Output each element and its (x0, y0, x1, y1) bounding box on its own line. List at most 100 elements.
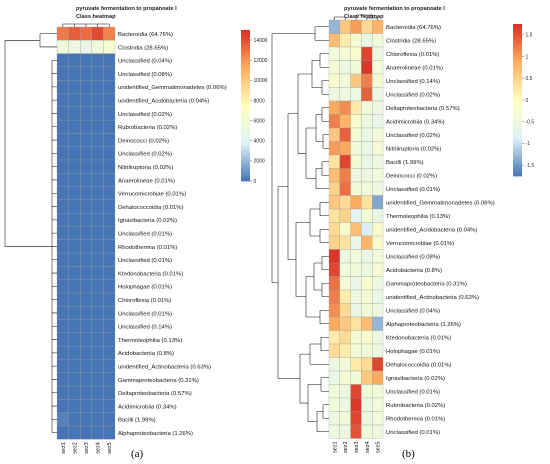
heatmap-panel-b: pyruvate fermentation to propanoate I Cl… (271, 6, 534, 453)
heatmap-cell (91, 412, 104, 427)
scale-tick-label: 0 (254, 179, 257, 185)
heatmap-cell (372, 411, 384, 426)
scale-strip (513, 97, 522, 101)
scale-strip (513, 26, 522, 30)
scale-strip (513, 44, 522, 48)
dendrogram-branch (314, 26, 329, 41)
dendrogram-branch (334, 14, 378, 20)
scale-strip (513, 155, 522, 159)
heatmap-cell (339, 87, 351, 102)
dendrogram-branch (62, 23, 110, 27)
heatmap-cell (372, 276, 384, 291)
heatmap-cell (91, 385, 104, 400)
scale-strip (241, 62, 250, 66)
heatmap-cell (68, 399, 81, 413)
heatmap-cell (372, 235, 384, 250)
scale-strip (513, 140, 522, 144)
scale-strip (241, 40, 250, 43)
scale-strip (241, 90, 250, 94)
heatmap-cell (91, 133, 104, 147)
dendrogram-branch (295, 222, 310, 298)
heatmap-cell (339, 411, 351, 426)
row-label: Unclassified (0.14%) (386, 79, 440, 85)
scale-strip (241, 30, 250, 33)
row-label: Chloroflexia (0.01%) (386, 52, 439, 58)
scale-tick-label: 0.5 (526, 76, 533, 82)
scale-strip (241, 75, 250, 79)
heatmap-cell (372, 262, 384, 277)
scale-strip (241, 145, 250, 149)
scale-strip (241, 118, 250, 121)
scale-strip (241, 155, 250, 159)
heatmap-cell (68, 119, 81, 134)
scale-strip (513, 117, 522, 121)
heatmap-cell (68, 80, 81, 94)
heatmap-cell (339, 33, 351, 48)
heatmap-cell (91, 252, 104, 267)
heatmap-cell (91, 119, 104, 134)
row-label: unidentified_Acidobacteria (0.04%) (386, 228, 477, 234)
heatmap-cell (339, 384, 351, 399)
scale-strip (513, 36, 522, 40)
heatmap-cell (372, 19, 384, 34)
heatmap-cell (328, 424, 340, 439)
scale-strip (513, 56, 522, 60)
heatmap-cell (91, 26, 104, 41)
heatmap-cell (361, 141, 373, 156)
scale-strip (241, 160, 250, 164)
heatmap-cell (80, 425, 92, 440)
heatmap-cell (56, 53, 69, 68)
scale-strip (513, 67, 522, 70)
heatmap-cell (361, 249, 373, 264)
heatmap-cell (339, 316, 351, 331)
heatmap-cell (68, 425, 81, 440)
heatmap-cell (103, 119, 116, 134)
scale-strip (513, 110, 522, 114)
heatmap-cell (91, 359, 104, 373)
scale-strip (241, 165, 250, 169)
scale-strip (241, 135, 250, 139)
dendrogram-branch (321, 161, 329, 176)
heatmap-cell (103, 306, 116, 320)
row-label: Unclassified (0.02%) (386, 93, 440, 99)
heatmap-cell (372, 154, 384, 169)
heatmap-cell (339, 303, 351, 318)
heatmap-cell (91, 239, 104, 254)
heatmap-cell (80, 40, 92, 54)
column-label: sez4 (96, 442, 102, 453)
heatmap-cell (103, 292, 116, 307)
scale-strip (513, 94, 522, 98)
scale-strip (513, 29, 522, 32)
heatmap-cell (339, 19, 351, 34)
heatmap-cell (339, 357, 351, 372)
scale-strip (513, 49, 522, 53)
heatmap-cell (103, 133, 116, 147)
heatmap-cell (80, 239, 92, 254)
scale-strip (513, 122, 522, 126)
heatmap-cell (328, 141, 340, 156)
heatmap-cell (80, 385, 92, 400)
heatmap-cell (80, 93, 92, 107)
heatmap-cell (56, 146, 69, 161)
scale-strip (241, 175, 250, 179)
dendrogram-branch (51, 59, 57, 433)
scale-strip (513, 74, 522, 78)
heatmap-cell (339, 114, 351, 129)
scale-strip (241, 105, 250, 109)
scale-strip (241, 52, 250, 56)
heatmap-cell (328, 168, 340, 183)
heatmap-cell (80, 186, 92, 201)
heatmap-cell (56, 292, 69, 307)
heatmap-cell (56, 385, 69, 400)
heatmap-cell (361, 208, 373, 223)
heatmap-cell (103, 239, 116, 254)
heatmap-cell (372, 181, 384, 196)
column-label: sez5 (376, 442, 382, 453)
heatmap-cell (328, 276, 340, 291)
heatmap-cell (91, 226, 104, 240)
heatmap-cell (350, 316, 362, 331)
row-label: Nitriliruptoria (0.02%) (386, 147, 441, 153)
heatmap-cell (56, 372, 69, 387)
heatmap-cell (350, 235, 362, 250)
heatmap-cell (91, 80, 104, 94)
